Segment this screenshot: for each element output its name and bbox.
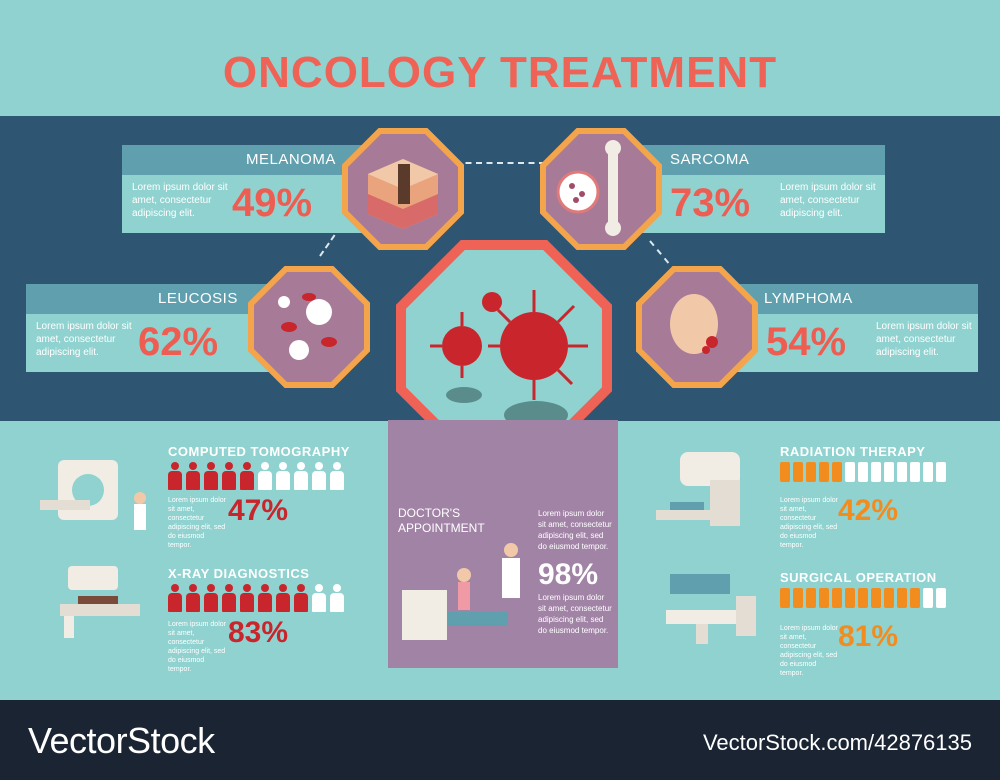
progress-segment: [884, 588, 894, 608]
appointment-text-bottom: Lorem ipsum dolor sit amet, consectetur …: [538, 593, 612, 635]
progress-segment: [871, 588, 881, 608]
person-icon: [312, 462, 326, 490]
person-icon: [222, 462, 236, 490]
person-icon: [204, 584, 218, 612]
doctor-patient-icon: [402, 543, 520, 640]
progress-segment: [780, 588, 790, 608]
person-icon: [240, 584, 254, 612]
leucosis-percent: 62%: [138, 320, 219, 364]
progress-segment: [832, 588, 842, 608]
progress-segment: [793, 588, 803, 608]
connector-line: [455, 162, 545, 164]
person-icon: [312, 584, 326, 612]
leucosis-card: LEUCOSIS Lorem ipsum dolor sit amet, con…: [26, 284, 276, 372]
person-icon: [186, 584, 200, 612]
radiation-text: Lorem ipsum dolor sit amet, consectetur …: [780, 497, 838, 549]
person-icon: [168, 584, 182, 612]
footer-brand: VectorStock: [28, 720, 215, 761]
progress-segment: [884, 462, 894, 482]
person-icon: [204, 462, 218, 490]
progress-segment: [897, 588, 907, 608]
lymphoma-title: LYMPHOMA: [728, 284, 978, 314]
ct-text: Lorem ipsum dolor sit amet, consectetur …: [168, 497, 226, 549]
person-icon: [294, 462, 308, 490]
progress-segment: [832, 462, 842, 482]
progress-segment: [923, 588, 933, 608]
cancer-cell-icon: [430, 290, 588, 429]
footer-id: VectorStock.com/42876135: [702, 730, 972, 755]
progress-segment: [793, 462, 803, 482]
progress-segment: [910, 588, 920, 608]
ct-scanner-illustration: [40, 460, 146, 530]
appointment-title: DOCTOR'S APPOINTMENT: [398, 506, 485, 535]
skin-layers-icon: [368, 159, 438, 229]
progress-segment: [936, 588, 946, 608]
person-icon: [240, 462, 254, 490]
person-icon: [186, 462, 200, 490]
person-icon: [276, 584, 290, 612]
appointment-percent: 98%: [538, 558, 599, 591]
xray-title: X-RAY DIAGNOSTICS: [168, 566, 310, 581]
head-icon: [670, 294, 718, 354]
xray-text: Lorem ipsum dolor sit amet, consectetur …: [168, 621, 226, 673]
progress-segment: [806, 588, 816, 608]
bone-icon: [556, 140, 621, 236]
sarcoma-illustration: [540, 128, 662, 250]
ct-title: COMPUTED TOMOGRAPHY: [168, 444, 350, 459]
footer: VectorStock VectorStock.com/42876135: [0, 700, 1000, 780]
progress-segment: [819, 588, 829, 608]
xray-machine-illustration: [60, 566, 140, 638]
person-icon: [276, 462, 290, 490]
person-icon: [258, 584, 272, 612]
person-icon: [258, 462, 272, 490]
leucosis-text: Lorem ipsum dolor sit amet, consectetur …: [36, 321, 132, 358]
progress-segment: [819, 462, 829, 482]
progress-segment: [845, 588, 855, 608]
melanoma-percent: 49%: [232, 181, 313, 225]
person-icon: [330, 584, 344, 612]
xray-percent: 83%: [228, 616, 289, 649]
page-title: ONCOLOGY TREATMENT: [222, 48, 778, 97]
ct-percent: 47%: [228, 494, 289, 527]
appointment-panel: DOCTOR'S APPOINTMENT Lorem ipsum dolor s…: [388, 420, 618, 668]
progress-segment: [858, 462, 868, 482]
surgery-progress-bar: [780, 588, 949, 613]
lymphoma-percent: 54%: [766, 320, 847, 364]
person-icon: [294, 584, 308, 612]
lymphoma-text: Lorem ipsum dolor sit amet, consectetur …: [876, 321, 972, 358]
radiation-progress-bar: [780, 462, 949, 487]
progress-segment: [780, 462, 790, 482]
progress-segment: [806, 462, 816, 482]
melanoma-illustration: [342, 128, 464, 250]
progress-segment: [936, 462, 946, 482]
leucosis-title: LEUCOSIS: [26, 284, 276, 314]
ct-people-icons: [168, 462, 348, 495]
progress-segment: [845, 462, 855, 482]
progress-segment: [910, 462, 920, 482]
person-icon: [222, 584, 236, 612]
leucosis-illustration: [248, 266, 370, 388]
progress-segment: [923, 462, 933, 482]
blood-cells-icon: [278, 293, 337, 360]
surgery-percent: 81%: [838, 620, 899, 653]
surgery-title: SURGICAL OPERATION: [780, 570, 937, 585]
surgery-table-illustration: [666, 574, 756, 644]
surgery-text: Lorem ipsum dolor sit amet, consectetur …: [780, 625, 838, 677]
xray-people-icons: [168, 584, 348, 617]
radiation-machine-illustration: [656, 452, 740, 526]
sarcoma-text: Lorem ipsum dolor sit amet, consectetur …: [780, 182, 876, 219]
progress-segment: [858, 588, 868, 608]
lymphoma-illustration: [636, 266, 758, 388]
lymphoma-card: LYMPHOMA 54% Lorem ipsum dolor sit amet,…: [728, 284, 978, 372]
radiation-percent: 42%: [838, 494, 899, 527]
sarcoma-percent: 73%: [670, 181, 751, 225]
person-icon: [330, 462, 344, 490]
progress-segment: [871, 462, 881, 482]
melanoma-text: Lorem ipsum dolor sit amet, consectetur …: [132, 182, 228, 219]
appointment-text-top: Lorem ipsum dolor sit amet, consectetur …: [538, 509, 612, 551]
radiation-title: RADIATION THERAPY: [780, 444, 926, 459]
progress-segment: [897, 462, 907, 482]
person-icon: [168, 462, 182, 490]
